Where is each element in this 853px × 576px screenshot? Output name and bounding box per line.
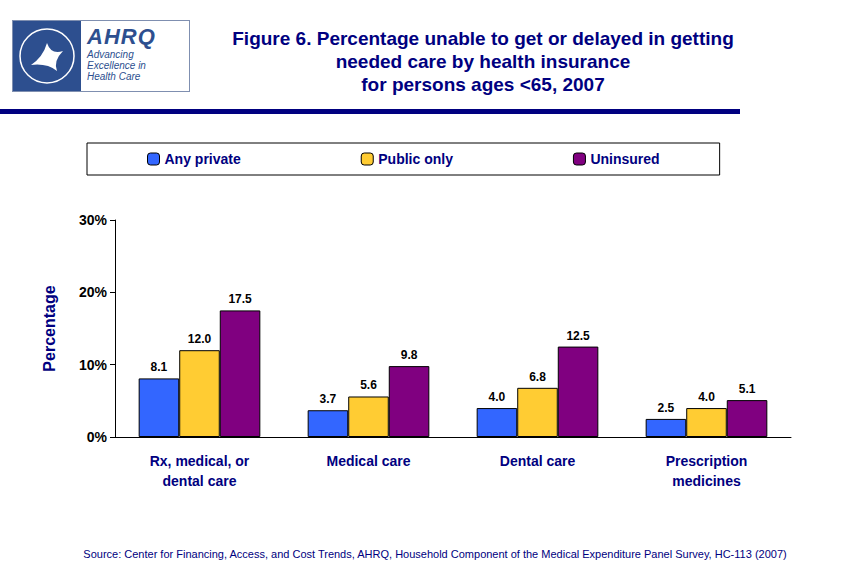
svg-text:0%: 0% bbox=[87, 429, 108, 445]
svg-text:2.5: 2.5 bbox=[658, 401, 675, 415]
svg-text:3.7: 3.7 bbox=[320, 392, 337, 406]
svg-text:4.0: 4.0 bbox=[489, 390, 506, 404]
svg-text:30%: 30% bbox=[79, 212, 108, 228]
svg-text:Prescription: Prescription bbox=[666, 453, 748, 469]
svg-text:12.0: 12.0 bbox=[188, 332, 212, 346]
svg-text:medicines: medicines bbox=[672, 473, 741, 489]
svg-text:4.0: 4.0 bbox=[698, 390, 715, 404]
svg-text:Figure 6. Percentage unable to: Figure 6. Percentage unable to get or de… bbox=[232, 28, 733, 49]
svg-text:Percentage: Percentage bbox=[41, 285, 58, 371]
svg-text:Source: Center for Financing,: Source: Center for Financing, Access, an… bbox=[83, 548, 786, 560]
svg-text:Rx, medical, or: Rx, medical, or bbox=[150, 453, 250, 469]
svg-text:Public only: Public only bbox=[378, 151, 453, 167]
svg-text:5.6: 5.6 bbox=[360, 378, 377, 392]
svg-text:Dental care: Dental care bbox=[500, 453, 576, 469]
svg-text:12.5: 12.5 bbox=[566, 329, 590, 343]
svg-text:9.8: 9.8 bbox=[401, 348, 418, 362]
svg-text:5.1: 5.1 bbox=[739, 382, 756, 396]
svg-text:dental care: dental care bbox=[163, 473, 237, 489]
svg-text:6.8: 6.8 bbox=[529, 370, 546, 384]
svg-text:for persons ages <65, 2007: for persons ages <65, 2007 bbox=[361, 74, 604, 95]
svg-text:17.5: 17.5 bbox=[228, 292, 252, 306]
html-text:AHRQ: AHRQ bbox=[87, 24, 156, 49]
svg-text:Uninsured: Uninsured bbox=[590, 151, 659, 167]
svg-text:Medical care: Medical care bbox=[326, 453, 410, 469]
svg-text:needed care by health insuranc: needed care by health insurance bbox=[336, 51, 631, 72]
svg-text:Any private: Any private bbox=[165, 151, 241, 167]
svg-text:20%: 20% bbox=[79, 284, 108, 300]
svg-text:10%: 10% bbox=[79, 357, 108, 373]
html-text:Advancing Excellence in Health: Advancing Excellence in Health Care bbox=[87, 49, 146, 82]
svg-text:8.1: 8.1 bbox=[151, 360, 168, 374]
